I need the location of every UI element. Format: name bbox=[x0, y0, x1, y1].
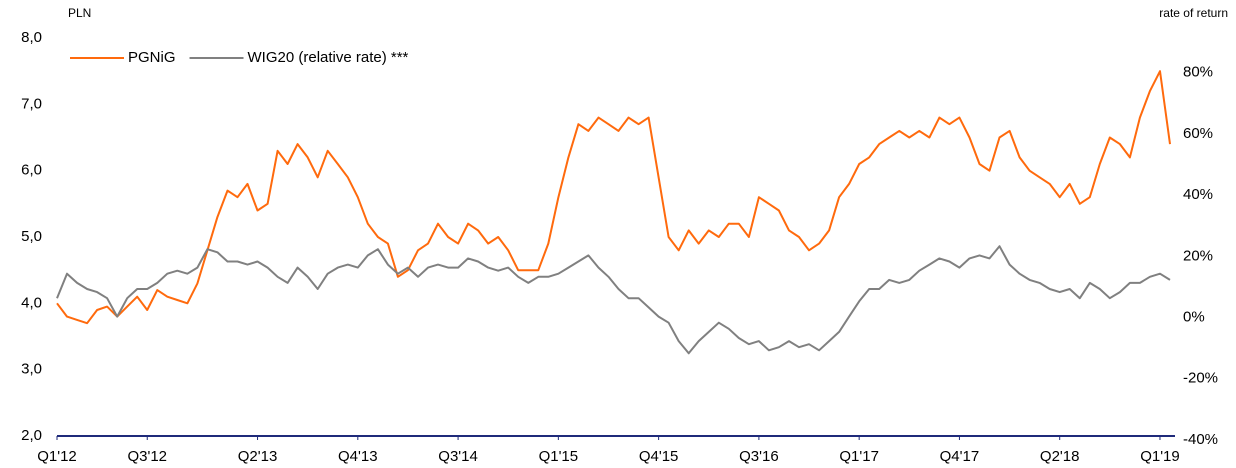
x-tick-label: Q4'15 bbox=[639, 448, 679, 465]
y2-tick-label: 40% bbox=[1183, 186, 1213, 203]
x-tick-label: Q3'16 bbox=[739, 448, 779, 465]
y-tick-label: 6,0 bbox=[21, 162, 42, 179]
y2-tick-label: 0% bbox=[1183, 309, 1205, 326]
y2-axis-label: rate of return bbox=[1159, 6, 1228, 20]
y2-tick-label: -40% bbox=[1183, 431, 1218, 448]
y2-tick-label: 80% bbox=[1183, 64, 1213, 81]
x-tick-label: Q1'17 bbox=[839, 448, 879, 465]
y2-tick-label: 20% bbox=[1183, 247, 1213, 264]
y2-tick-label: -20% bbox=[1183, 370, 1218, 387]
x-tick-label: Q1'19 bbox=[1140, 448, 1180, 465]
y-axis-label: PLN bbox=[68, 6, 91, 20]
legend-label: PGNiG bbox=[128, 49, 176, 66]
series-line bbox=[56, 70, 1171, 325]
x-tick-label: Q1'12 bbox=[37, 448, 77, 465]
x-tick-label: Q3'12 bbox=[127, 448, 167, 465]
y-tick-label: 8,0 bbox=[21, 29, 42, 46]
y-tick-label: 7,0 bbox=[21, 95, 42, 112]
y-tick-label: 2,0 bbox=[21, 427, 42, 444]
y-tick-label: 5,0 bbox=[21, 228, 42, 245]
x-tick-label: Q2'18 bbox=[1040, 448, 1080, 465]
x-tick-label: Q1'15 bbox=[539, 448, 579, 465]
x-tick-label: Q2'13 bbox=[238, 448, 278, 465]
y-tick-label: 3,0 bbox=[21, 361, 42, 378]
x-tick-label: Q4'17 bbox=[940, 448, 980, 465]
legend-label: WIG20 (relative rate) *** bbox=[248, 49, 409, 66]
y2-tick-label: 60% bbox=[1183, 125, 1213, 142]
x-tick-label: Q4'13 bbox=[338, 448, 378, 465]
x-tick-label: Q3'14 bbox=[438, 448, 478, 465]
series-line bbox=[56, 245, 1171, 355]
y-tick-label: 4,0 bbox=[21, 294, 42, 311]
